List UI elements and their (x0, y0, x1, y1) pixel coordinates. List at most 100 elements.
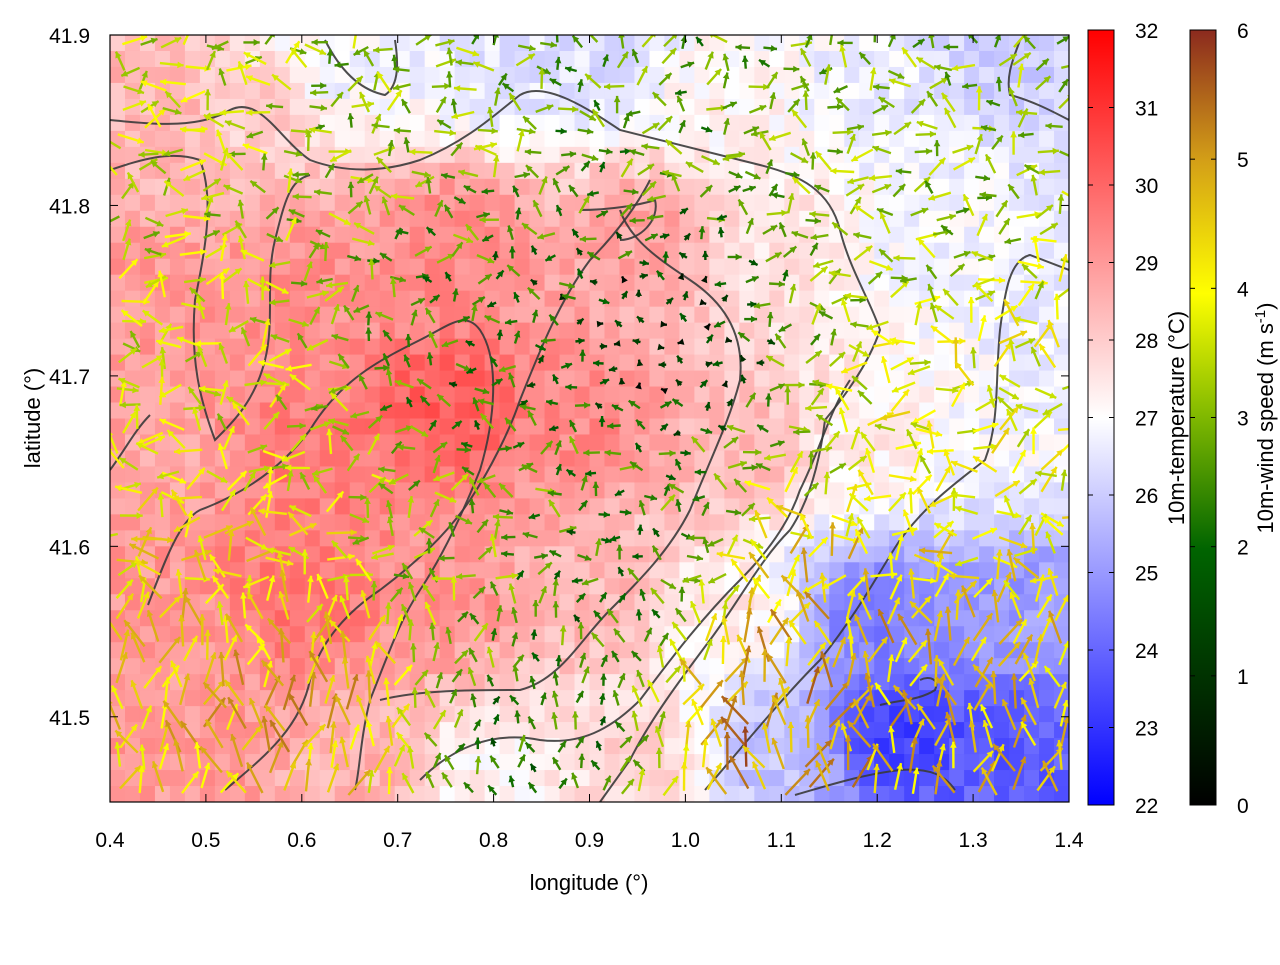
heatmap-cell (814, 115, 830, 132)
heatmap-cell (934, 371, 950, 388)
heatmap-cell (904, 546, 920, 563)
heatmap-cell (769, 546, 785, 563)
heatmap-cell (110, 339, 126, 356)
heatmap-cell (1039, 291, 1055, 308)
heatmap-cell (335, 514, 351, 531)
heatmap-cell (724, 83, 740, 100)
heatmap-cell (1039, 498, 1055, 515)
heatmap-cell (350, 498, 366, 515)
heatmap-cell (455, 546, 471, 563)
heatmap-cell (230, 291, 246, 308)
heatmap-cell (320, 259, 336, 276)
heatmap-cell (919, 339, 935, 356)
heatmap-cell (964, 514, 980, 531)
heatmap-cell (515, 498, 531, 515)
heatmap-cell (545, 722, 561, 739)
heatmap-cell (979, 482, 995, 499)
heatmap-cell (560, 243, 576, 260)
heatmap-cell (380, 259, 396, 276)
heatmap-cell (320, 786, 336, 803)
heatmap-cell (320, 434, 336, 451)
heatmap-cell (185, 450, 201, 467)
heatmap-cell (949, 754, 965, 771)
heatmap-cell (215, 323, 231, 340)
heatmap-cell (964, 738, 980, 755)
heatmap-cell (709, 498, 725, 515)
heatmap-cell (560, 658, 576, 675)
heatmap-cell (604, 578, 620, 595)
heatmap-cell (784, 339, 800, 356)
heatmap-cell (769, 115, 785, 132)
heatmap-cell (994, 67, 1010, 84)
heatmap-cell (425, 115, 441, 132)
heatmap-cell (590, 498, 606, 515)
heatmap-cell (230, 35, 246, 52)
heatmap-cell (619, 387, 635, 404)
heatmap-cell (874, 514, 890, 531)
heatmap-cell (350, 339, 366, 356)
heatmap-cell (530, 147, 546, 164)
heatmap-cell (889, 51, 905, 68)
heatmap-cell (1009, 786, 1025, 803)
heatmap-cell (859, 115, 875, 132)
heatmap-cell (575, 562, 591, 579)
heatmap-cell (560, 786, 576, 803)
heatmap-cell (515, 355, 531, 372)
heatmap-cell (290, 626, 306, 643)
heatmap-cell (320, 514, 336, 531)
heatmap-cell (200, 578, 216, 595)
heatmap-cell (874, 594, 890, 611)
heatmap-cell (949, 83, 965, 100)
heatmap-cell (515, 610, 531, 627)
heatmap-cell (260, 83, 276, 100)
heatmap-cell (545, 355, 561, 372)
heatmap-cell (1039, 371, 1055, 388)
heatmap-cell (545, 530, 561, 547)
heatmap-cell (949, 546, 965, 563)
heatmap-cell (110, 323, 126, 340)
heatmap-cell (305, 67, 321, 84)
heatmap-cell (185, 786, 201, 803)
heatmap-cell (335, 83, 351, 100)
heatmap-cell (230, 83, 246, 100)
heatmap-cell (230, 179, 246, 196)
heatmap-cell (1039, 722, 1055, 739)
heatmap-cell (290, 387, 306, 404)
heatmap-cell (500, 147, 516, 164)
heatmap-cell (934, 403, 950, 420)
heatmap-cell (170, 434, 186, 451)
heatmap-cell (245, 115, 261, 132)
heatmap-cell (455, 51, 471, 68)
heatmap-cell (560, 323, 576, 340)
heatmap-cell (275, 434, 291, 451)
heatmap-cell (260, 786, 276, 803)
heatmap-cell (530, 259, 546, 276)
heatmap-cell (874, 291, 890, 308)
heatmap-cell (485, 642, 501, 659)
heatmap-cell (155, 131, 171, 148)
heatmap-cell (1039, 179, 1055, 196)
heatmap-cell (395, 786, 411, 803)
heatmap-cell (335, 163, 351, 180)
heatmap-cell (185, 562, 201, 579)
heatmap-cell (395, 179, 411, 196)
heatmap-cell (140, 51, 156, 68)
heatmap-cell (380, 434, 396, 451)
heatmap-cell (709, 115, 725, 132)
heatmap-cell (874, 658, 890, 675)
heatmap-cell (634, 355, 650, 372)
heatmap-cell (335, 482, 351, 499)
heatmap-cell (560, 690, 576, 707)
heatmap-cell (275, 67, 291, 84)
heatmap-cell (1039, 642, 1055, 659)
heatmap-cell (305, 498, 321, 515)
heatmap-cell (515, 243, 531, 260)
heatmap-cell (754, 67, 770, 84)
heatmap-cell (290, 67, 306, 84)
heatmap-cell (530, 387, 546, 404)
heatmap-cell (694, 99, 710, 116)
heatmap-cell (440, 642, 456, 659)
heatmap-cell (829, 307, 845, 324)
heatmap-cell (934, 163, 950, 180)
heatmap-cell (709, 466, 725, 483)
